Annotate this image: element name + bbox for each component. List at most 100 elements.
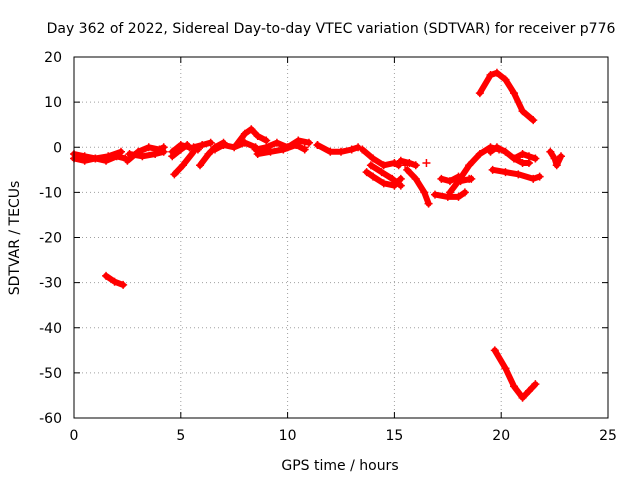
data-point bbox=[501, 168, 510, 177]
data-point bbox=[411, 161, 420, 170]
series-arc-28 bbox=[510, 150, 540, 163]
data-point bbox=[535, 172, 544, 181]
data-point bbox=[401, 161, 410, 170]
data-point bbox=[253, 131, 262, 140]
data-point bbox=[337, 147, 345, 156]
data-point bbox=[80, 152, 89, 161]
data-point bbox=[501, 147, 510, 156]
series-line bbox=[432, 189, 468, 200]
data-point bbox=[501, 75, 510, 84]
data-point bbox=[326, 147, 335, 156]
x-tick-label: 25 bbox=[599, 428, 617, 444]
data-point bbox=[266, 147, 275, 156]
data-point bbox=[531, 380, 540, 389]
data-point bbox=[454, 192, 463, 201]
data-point bbox=[465, 161, 474, 170]
data-point bbox=[456, 177, 465, 186]
data-point bbox=[91, 154, 100, 163]
data-point bbox=[358, 145, 367, 154]
data-point bbox=[292, 140, 301, 149]
series-arc-16 bbox=[358, 145, 403, 170]
series-arc-22 bbox=[437, 172, 463, 186]
data-point bbox=[104, 152, 113, 161]
data-point bbox=[210, 145, 219, 154]
data-point bbox=[170, 170, 179, 179]
data-point bbox=[492, 143, 501, 152]
data-point bbox=[557, 152, 566, 161]
y-tick-label: -40 bbox=[39, 321, 62, 337]
data-point bbox=[501, 364, 510, 373]
y-tick-label: 20 bbox=[44, 50, 62, 66]
data-point bbox=[546, 147, 555, 156]
series-arc-12 bbox=[232, 125, 271, 149]
data-point bbox=[240, 138, 249, 147]
data-point bbox=[510, 382, 519, 391]
data-point bbox=[396, 181, 405, 190]
data-point bbox=[206, 138, 215, 147]
series-arc-30 bbox=[546, 147, 566, 170]
x-tick-label: 10 bbox=[279, 428, 297, 444]
data-point bbox=[189, 143, 198, 152]
data-point bbox=[529, 174, 538, 183]
data-point bbox=[262, 136, 271, 145]
data-point bbox=[420, 188, 429, 197]
data-point bbox=[347, 145, 356, 154]
x-tick-label: 20 bbox=[492, 428, 510, 444]
data-point bbox=[232, 140, 241, 149]
data-point bbox=[102, 271, 111, 280]
data-point bbox=[379, 161, 388, 170]
series-arc-20 bbox=[403, 165, 433, 208]
data-point bbox=[144, 143, 153, 152]
data-point bbox=[475, 89, 484, 98]
series-line bbox=[404, 166, 432, 207]
data-point bbox=[196, 161, 205, 170]
data-point bbox=[488, 165, 497, 174]
data-point bbox=[362, 168, 371, 177]
y-tick-label: 10 bbox=[44, 95, 62, 111]
data-point bbox=[178, 161, 187, 170]
y-tick-label: -60 bbox=[39, 411, 62, 427]
plot-frame bbox=[73, 56, 609, 419]
series-line bbox=[547, 148, 564, 169]
y-axis-label: SDTVAR / TECUs bbox=[7, 181, 23, 296]
data-point bbox=[518, 393, 527, 402]
data-point bbox=[369, 154, 378, 163]
data-point bbox=[550, 154, 559, 163]
data-point bbox=[313, 140, 322, 149]
data-point bbox=[486, 71, 495, 80]
data-point bbox=[198, 140, 207, 149]
data-point bbox=[159, 147, 168, 156]
data-point bbox=[465, 174, 474, 183]
data-point bbox=[524, 159, 533, 168]
data-point bbox=[422, 159, 431, 168]
data-point bbox=[176, 140, 185, 149]
x-tick-label: 15 bbox=[385, 428, 403, 444]
series-line bbox=[126, 148, 167, 160]
series-arc-9 bbox=[189, 138, 215, 152]
data-point bbox=[125, 150, 134, 159]
y-tick-label: -10 bbox=[39, 185, 62, 201]
chart-title: Day 362 of 2022, Sidereal Day-to-day VTE… bbox=[47, 21, 616, 37]
x-axis-label: GPS time / hours bbox=[281, 458, 398, 474]
data-point bbox=[514, 170, 523, 179]
data-point bbox=[279, 145, 288, 154]
series-line bbox=[511, 151, 539, 162]
data-point bbox=[518, 150, 527, 159]
data-point bbox=[204, 150, 213, 159]
data-point bbox=[247, 125, 256, 134]
data-point bbox=[253, 150, 262, 159]
data-point bbox=[377, 168, 386, 177]
data-point bbox=[151, 150, 160, 159]
data-point bbox=[552, 161, 561, 170]
data-point bbox=[123, 156, 132, 165]
series-line bbox=[491, 347, 539, 401]
data-point bbox=[437, 174, 446, 183]
data-point bbox=[300, 143, 309, 152]
data-point bbox=[518, 107, 527, 116]
data-point bbox=[486, 147, 495, 156]
data-point bbox=[524, 152, 533, 161]
data-point bbox=[396, 156, 405, 165]
data-point bbox=[110, 277, 119, 286]
data-point bbox=[379, 179, 388, 188]
data-point bbox=[424, 199, 433, 208]
